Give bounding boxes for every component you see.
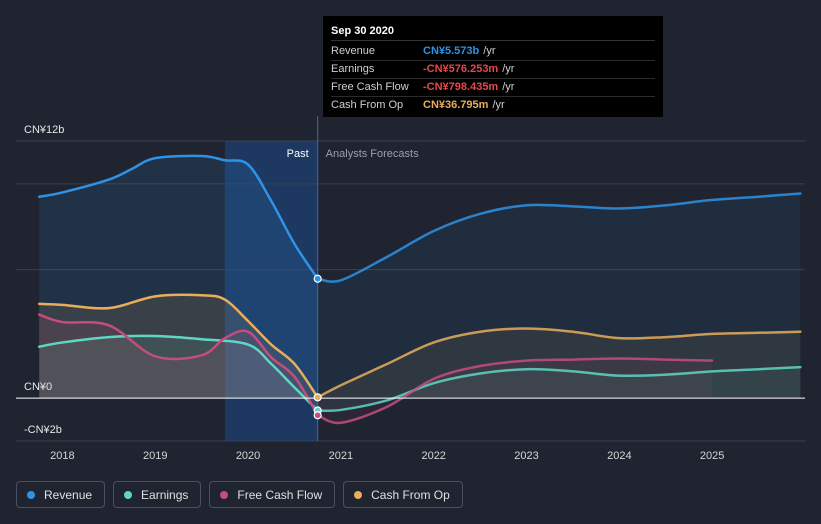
hover-markers <box>313 274 322 420</box>
tooltip-value: -CN¥576.253m <box>423 63 499 75</box>
tooltip-row-cash-from-op: Cash From Op CN¥36.795m /yr <box>331 97 655 114</box>
legend-label: Revenue <box>44 487 93 502</box>
tooltip-row-earnings: Earnings -CN¥576.253m /yr <box>331 61 655 79</box>
x-tick-label: 2021 <box>329 450 353 462</box>
series-areas <box>39 155 801 423</box>
tooltip-label: Free Cash Flow <box>331 81 409 93</box>
x-tick-label: 2020 <box>236 450 260 462</box>
tooltip-value: -CN¥798.435m <box>423 81 499 93</box>
tooltip-row-free-cash-flow: Free Cash Flow -CN¥798.435m /yr <box>331 79 655 97</box>
tooltip-unit: /yr <box>502 63 515 75</box>
y-tick-label: CN¥0 <box>24 381 52 393</box>
free-cash-flow-forecast-line <box>316 357 714 425</box>
past-label: Past <box>287 148 309 160</box>
revenue-forecast-line <box>316 192 802 283</box>
x-tick-label: 2019 <box>143 450 167 462</box>
tooltip-value: CN¥36.795m <box>423 99 489 111</box>
earnings-dot-icon <box>124 490 133 499</box>
legend-label: Free Cash Flow <box>237 487 323 502</box>
y-tick-label: CN¥12b <box>24 124 64 136</box>
legend-cash-from-op-button[interactable]: Cash From Op <box>343 481 463 508</box>
tooltip-unit: /yr <box>502 81 515 93</box>
revenue-past-line <box>37 154 319 280</box>
earnings-past-line <box>37 334 319 412</box>
revenue-dot-icon <box>27 490 35 499</box>
data-tooltip: Sep 30 2020 Revenue CN¥5.573b /yr Earnin… <box>323 16 663 117</box>
tooltip-unit: /yr <box>483 45 496 57</box>
cash-from-op-past-line <box>37 293 319 399</box>
tooltip-label: Revenue <box>331 45 376 57</box>
earnings-past-area <box>39 335 318 411</box>
chart-legend: Revenue Earnings Free Cash Flow Cash Fro… <box>16 481 463 508</box>
x-tick-label: 2022 <box>421 450 445 462</box>
x-axis-ticks: 2018 2019 2020 2021 2022 2023 2024 2025 <box>50 450 724 462</box>
legend-label: Earnings <box>141 487 189 502</box>
revenue-forecast-area <box>317 193 801 399</box>
free-cash-flow-past-line <box>37 313 319 417</box>
series-lines <box>37 154 802 425</box>
free-cash-flow-dot-icon <box>220 490 229 499</box>
x-tick-label: 2025 <box>700 450 724 462</box>
tooltip-label: Earnings <box>331 63 375 75</box>
cash-from-op-dot-icon <box>354 490 363 499</box>
x-tick-label: 2018 <box>50 450 74 462</box>
earnings-forecast-line <box>316 365 802 413</box>
earnings-forecast-area <box>317 367 801 411</box>
tooltip-row-revenue: Revenue CN¥5.573b /yr <box>331 43 655 61</box>
y-axis-ticks: CN¥12b CN¥0 -CN¥2b <box>24 124 64 436</box>
x-tick-label: 2024 <box>607 450 631 462</box>
legend-earnings-button[interactable]: Earnings <box>113 481 202 508</box>
legend-revenue-button[interactable]: Revenue <box>16 481 106 508</box>
tooltip-date: Sep 30 2020 <box>331 24 655 41</box>
revenue-marker <box>313 274 322 283</box>
grid-lines <box>16 140 805 442</box>
cash-from-op-past-area <box>39 294 318 399</box>
x-tick-label: 2023 <box>514 450 538 462</box>
past-highlight-band <box>224 141 318 441</box>
legend-label: Cash From Op <box>371 487 450 502</box>
tooltip-label: Cash From Op <box>331 99 404 111</box>
cash-from-op-marker <box>313 393 322 402</box>
tooltip-value: CN¥5.573b <box>423 45 480 57</box>
y-tick-label: -CN¥2b <box>24 424 62 436</box>
tooltip-unit: /yr <box>492 99 505 111</box>
legend-free-cash-flow-button[interactable]: Free Cash Flow <box>209 481 336 508</box>
cash-from-op-forecast-line <box>316 327 802 399</box>
free-cash-flow-past-area <box>39 314 318 416</box>
free-cash-flow-marker <box>313 411 322 420</box>
forecast-label: Analysts Forecasts <box>326 148 419 160</box>
